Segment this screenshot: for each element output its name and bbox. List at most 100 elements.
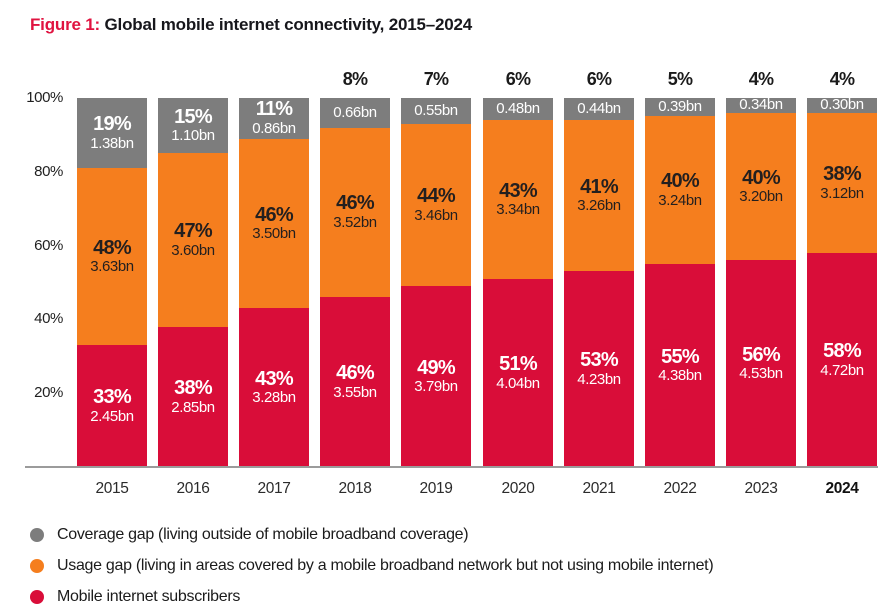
- chart-area: 100% 80% 60% 40% 20% 19% 1.38bn 48% 3.63bn 33% 2.…: [25, 69, 878, 497]
- x-axis-label: 2021: [582, 480, 616, 497]
- figure-title-text: Global mobile internet connectivity, 201…: [100, 15, 473, 34]
- subscribers-segment-pct-label: 51%: [499, 352, 537, 375]
- usage-gap-segment-pct-label: 38%: [823, 162, 861, 185]
- subscribers-segment-pct-label: 56%: [742, 343, 780, 366]
- circle-swatch-icon: [30, 527, 44, 542]
- coverage-gap-pct-label: 7%: [423, 69, 449, 89]
- usage-gap-segment-bn-label: 3.26bn: [577, 197, 621, 215]
- legend-label: Coverage gap (living outside of mobile b…: [57, 525, 469, 543]
- usage-gap-segment: 48% 3.63bn: [77, 168, 147, 346]
- usage-gap-segment: 46% 3.50bn: [239, 138, 309, 309]
- usage-gap-segment-bn-label: 3.34bn: [496, 201, 540, 219]
- y-axis-tick: 80%: [34, 162, 63, 180]
- bar-2019: 7% 0.55bn 44% 3.46bn 49% 3.79bn 2019: [401, 69, 471, 497]
- circle-swatch-icon: [30, 589, 44, 604]
- subscribers-segment: 53% 4.23bn: [564, 271, 634, 467]
- subscribers-segment: 55% 4.38bn: [645, 264, 715, 467]
- coverage-gap-segment-bn-label: 0.39bn: [658, 98, 702, 116]
- usage-gap-segment: 40% 3.24bn: [645, 116, 715, 265]
- usage-gap-segment-pct-label: 48%: [93, 236, 131, 259]
- coverage-gap-segment: 15% 1.10bn: [158, 98, 228, 154]
- subscribers-segment: 51% 4.04bn: [483, 278, 553, 467]
- usage-gap-segment-pct-label: 40%: [742, 166, 780, 189]
- usage-gap-segment-bn-label: 3.52bn: [333, 214, 377, 232]
- bar-2022: 5% 0.39bn 40% 3.24bn 55% 4.38bn 2022: [645, 69, 715, 497]
- usage-gap-segment-bn-label: 3.50bn: [252, 225, 296, 243]
- coverage-gap-pct-label: 4%: [748, 69, 774, 89]
- usage-gap-segment-pct-label: 44%: [417, 185, 455, 208]
- x-axis-label: 2016: [176, 480, 210, 497]
- coverage-gap-segment: 11% 0.86bn: [239, 98, 309, 139]
- circle-swatch-icon: [30, 558, 44, 573]
- coverage-gap-segment-bn-label: 0.55bn: [414, 101, 458, 119]
- coverage-gap-segment-bn-label: 0.34bn: [739, 96, 783, 114]
- subscribers-segment-pct-label: 33%: [93, 386, 131, 409]
- subscribers-segment-bn-label: 4.23bn: [577, 370, 621, 388]
- coverage-gap-segment: 0.55bn: [401, 98, 471, 124]
- subscribers-segment-bn-label: 4.53bn: [739, 365, 783, 383]
- subscribers-segment: 56% 4.53bn: [726, 260, 796, 467]
- usage-gap-segment: 44% 3.46bn: [401, 123, 471, 287]
- usage-gap-segment: 40% 3.20bn: [726, 112, 796, 261]
- usage-gap-segment-bn-label: 3.24bn: [658, 191, 702, 209]
- figure-title: Figure 1: Global mobile internet connect…: [30, 15, 472, 35]
- usage-gap-segment-pct-label: 40%: [661, 170, 699, 193]
- legend-item-subscribers: Mobile internet subscribers: [30, 581, 713, 607]
- usage-gap-segment-bn-label: 3.60bn: [171, 241, 215, 259]
- subscribers-segment-pct-label: 38%: [174, 376, 212, 399]
- legend-item-usage-gap: Usage gap (living in areas covered by a …: [30, 550, 714, 581]
- coverage-gap-pct-label: 5%: [667, 69, 693, 89]
- coverage-gap-pct-label: 6%: [586, 69, 612, 89]
- coverage-gap-segment: 0.39bn: [645, 98, 715, 117]
- subscribers-segment-bn-label: 4.72bn: [820, 361, 864, 379]
- legend: Coverage gap (living outside of mobile b…: [30, 519, 714, 607]
- usage-gap-segment-bn-label: 3.20bn: [739, 188, 783, 206]
- subscribers-segment-bn-label: 2.45bn: [90, 407, 134, 425]
- coverage-gap-segment: 19% 1.38bn: [77, 98, 147, 169]
- coverage-gap-segment-bn-label: 0.30bn: [820, 96, 864, 114]
- x-axis-label: 2019: [419, 480, 453, 497]
- subscribers-segment-pct-label: 53%: [580, 349, 618, 372]
- coverage-gap-segment: 0.30bn: [807, 96, 877, 114]
- usage-gap-segment: 38% 3.12bn: [807, 112, 877, 253]
- subscribers-segment-pct-label: 43%: [255, 367, 293, 390]
- coverage-gap-pct-label: 8%: [342, 69, 368, 89]
- bar-2020: 6% 0.48bn 43% 3.34bn 51% 4.04bn 2020: [483, 69, 553, 497]
- usage-gap-segment-pct-label: 41%: [580, 175, 618, 198]
- coverage-gap-segment-bn-label: 0.48bn: [496, 99, 540, 117]
- subscribers-segment: 58% 4.72bn: [807, 252, 877, 467]
- x-axis-label: 2020: [501, 480, 535, 497]
- coverage-gap-segment: 0.34bn: [726, 96, 796, 114]
- y-axis-tick: 40%: [34, 310, 63, 328]
- x-axis-label: 2022: [663, 480, 697, 497]
- legend-item-coverage-gap: Coverage gap (living outside of mobile b…: [30, 519, 713, 550]
- figure-title-prefix: Figure 1:: [30, 15, 100, 34]
- bar-2023: 4% 0.34bn 40% 3.20bn 56% 4.53bn 2023: [726, 69, 796, 497]
- usage-gap-segment-pct-label: 46%: [255, 203, 293, 226]
- bar-2016: 15% 1.10bn 47% 3.60bn 38% 2.85bn 2016: [158, 98, 228, 497]
- subscribers-segment: 43% 3.28bn: [239, 308, 309, 467]
- subscribers-segment-pct-label: 46%: [336, 362, 374, 385]
- legend-label: Usage gap (living in areas covered by a …: [57, 556, 714, 574]
- coverage-gap-segment-bn-label: 1.38bn: [90, 134, 134, 152]
- coverage-gap-pct-label: 6%: [505, 69, 531, 89]
- x-axis-line: [25, 466, 878, 468]
- usage-gap-segment-pct-label: 46%: [336, 192, 374, 215]
- usage-gap-segment: 43% 3.34bn: [483, 120, 553, 279]
- subscribers-segment-bn-label: 4.04bn: [496, 374, 540, 392]
- usage-gap-segment-bn-label: 3.46bn: [414, 206, 458, 224]
- x-axis-label: 2017: [257, 480, 291, 497]
- bar-2024: 4% 0.30bn 38% 3.12bn 58% 4.72bn 2024: [807, 69, 877, 497]
- coverage-gap-segment: 0.48bn: [483, 98, 553, 121]
- y-axis-tick: 20%: [34, 384, 63, 402]
- usage-gap-segment-pct-label: 47%: [174, 220, 212, 243]
- usage-gap-segment-bn-label: 3.63bn: [90, 258, 134, 276]
- subscribers-segment-pct-label: 49%: [417, 356, 455, 379]
- y-axis-tick: 100%: [26, 89, 63, 106]
- coverage-gap-segment-pct-label: 19%: [93, 113, 131, 136]
- bar-2021: 6% 0.44bn 41% 3.26bn 53% 4.23bn 2021: [564, 69, 634, 497]
- coverage-gap-segment-bn-label: 1.10bn: [171, 127, 215, 145]
- coverage-gap-segment-bn-label: 0.44bn: [577, 99, 621, 117]
- subscribers-segment-pct-label: 58%: [823, 340, 861, 363]
